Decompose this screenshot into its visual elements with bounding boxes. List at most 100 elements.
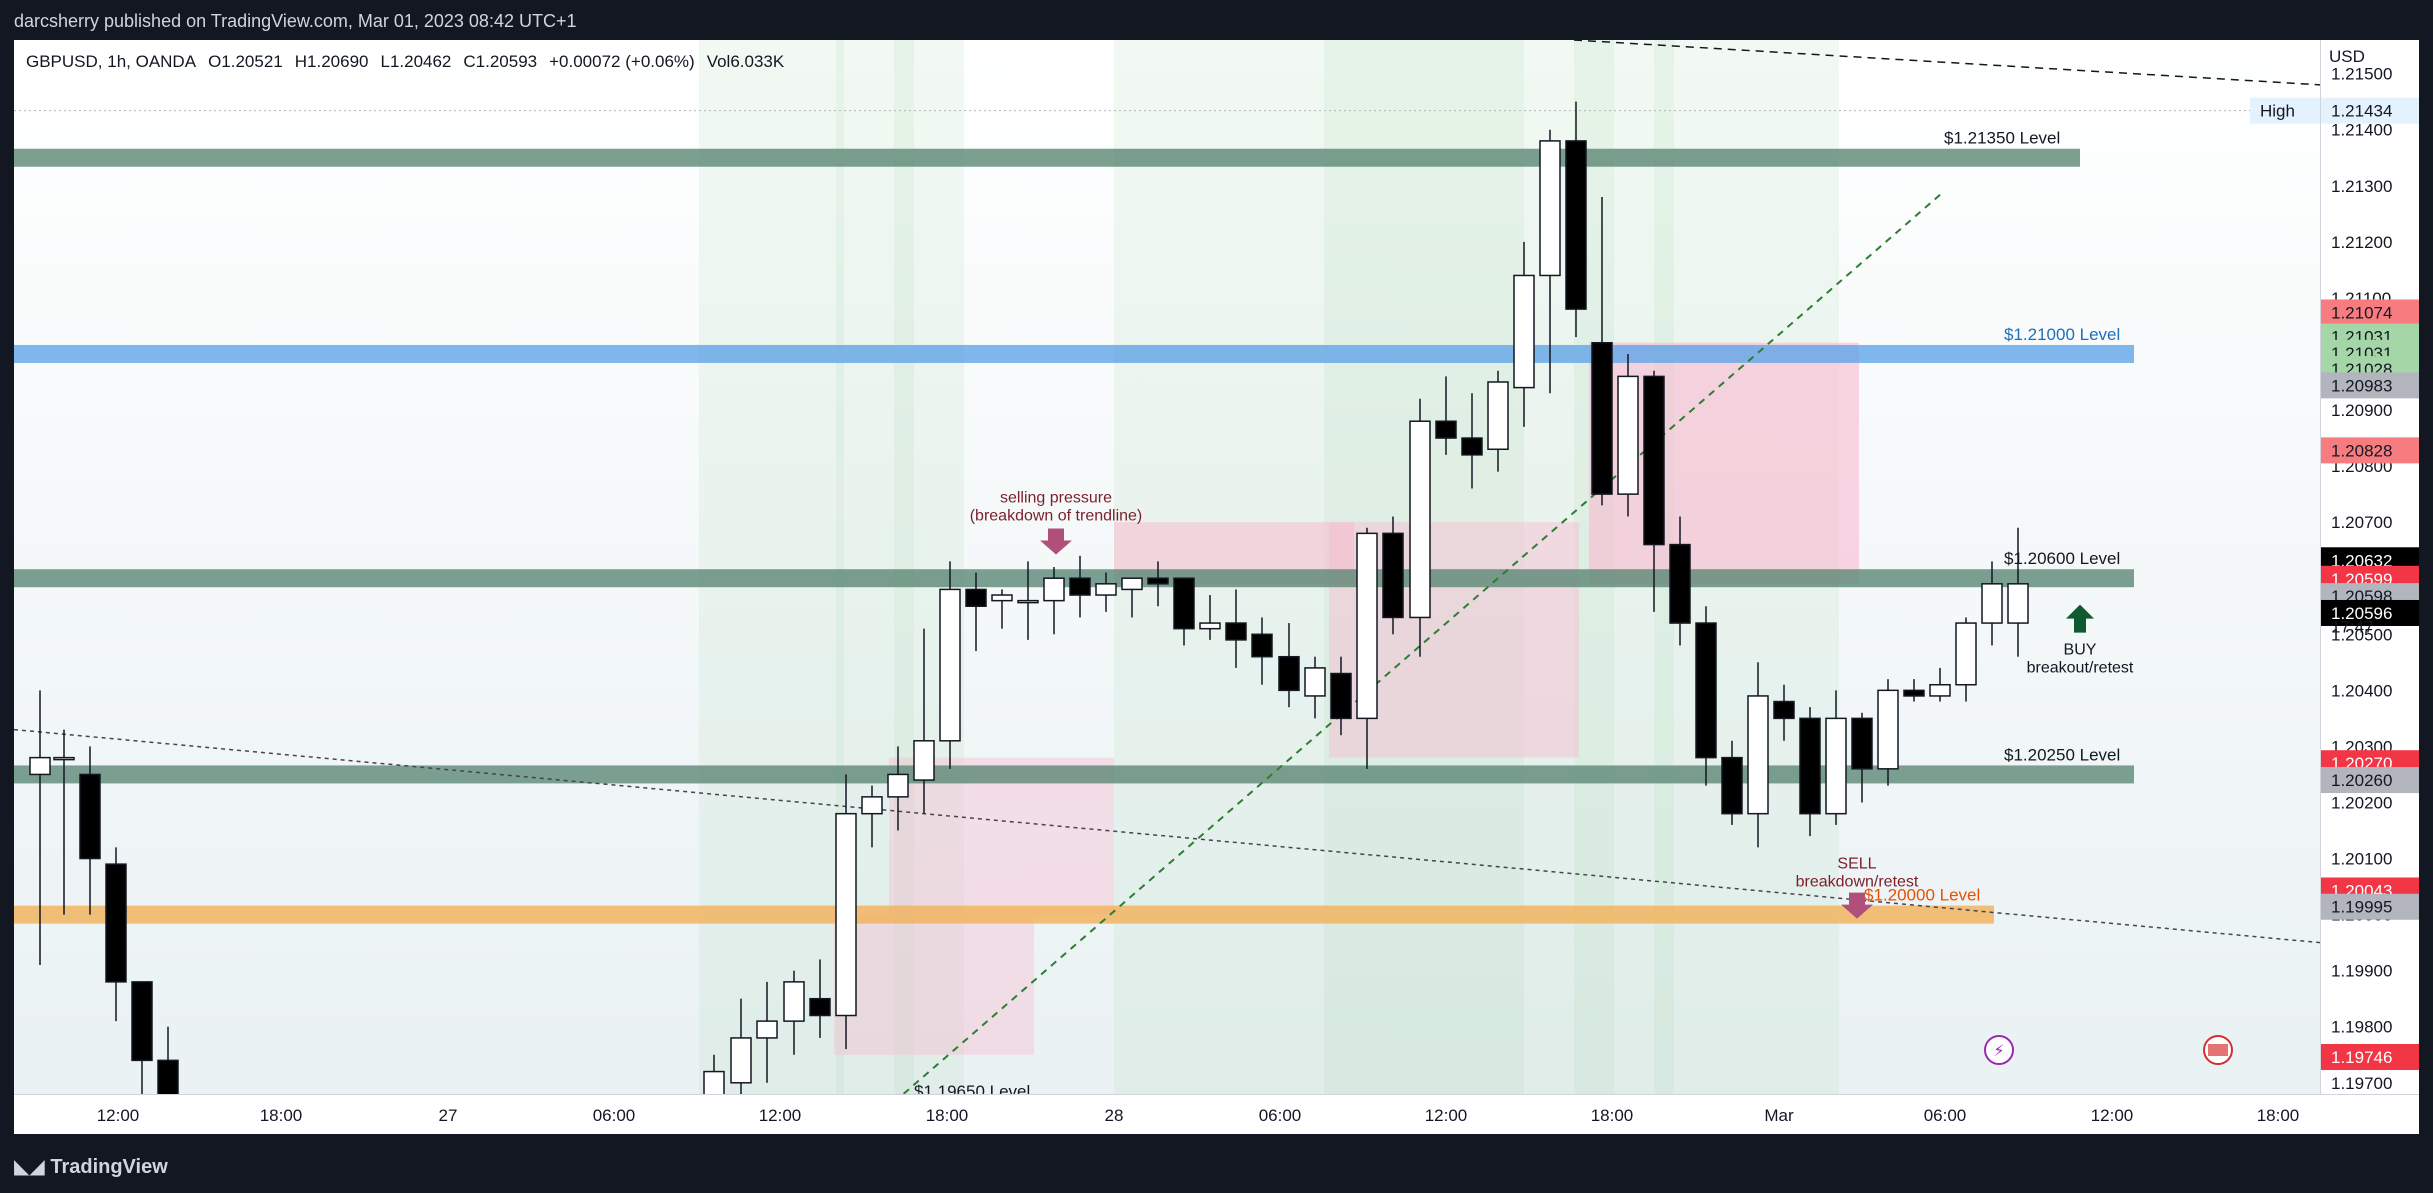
symbol-legend: GBPUSD, 1h, OANDA O1.20521 H1.20690 L1.2046… xyxy=(26,52,796,72)
price-badge-0: 1.21434 xyxy=(2331,102,2392,121)
candle-body-44 xyxy=(1695,622,1717,759)
candle-body-22 xyxy=(1121,577,1143,591)
candle-body-45 xyxy=(1721,756,1743,815)
candle-body-56 xyxy=(2007,583,2029,624)
time-tick-10: Mar xyxy=(1764,1106,1794,1125)
right-edge xyxy=(2419,40,2433,1134)
candle-body-35 xyxy=(1461,437,1483,456)
candle-body-42 xyxy=(1643,375,1665,546)
candle-body-27 xyxy=(1251,633,1273,658)
price-badge-10: 1.20596 xyxy=(2331,604,2392,623)
chart-area[interactable]: $1.21350 Level $1.21000 Level $1.20600 Lev… xyxy=(14,40,2320,1134)
price-tick-11: 1.20400 xyxy=(2331,681,2392,700)
footer-bar: ◣◢ TradingView xyxy=(0,1134,2433,1193)
candle-body-51 xyxy=(1877,689,1899,770)
flash-event-icon xyxy=(1984,1035,2014,1065)
buy-breakout-label: breakout/retest xyxy=(2027,660,2134,677)
time-tick-7: 06:00 xyxy=(1259,1106,1302,1125)
price-axis[interactable]: USD 1.21500 1.21400 1.21300 1.21200 1.21100 1.… xyxy=(2320,40,2420,1134)
candle-body-14 xyxy=(913,740,935,781)
descending-trendline xyxy=(14,728,2320,944)
candle-body-32 xyxy=(1382,532,1404,619)
price-axis-svg[interactable]: USD1.215001.214001.213001.212001.211001.… xyxy=(2321,40,2420,1134)
candle-body-21 xyxy=(1095,583,1117,596)
candle-body-17 xyxy=(991,594,1013,602)
time-axis-svg[interactable]: 12:00 18:00 27 06:00 12:00 18:00 28 06:00 12:00 1… xyxy=(14,1095,2320,1135)
tradingview-logo[interactable]: ◣◢ TradingView xyxy=(14,1154,168,1179)
short-position-zone-4 xyxy=(889,757,1114,915)
candle-body-28 xyxy=(1278,655,1300,692)
time-tick-13: 18:00 xyxy=(2257,1106,2300,1125)
price-tick-6: 1.20900 xyxy=(2331,401,2392,420)
time-tick-8: 12:00 xyxy=(1425,1106,1468,1125)
price-tick-13: 1.20200 xyxy=(2331,793,2392,812)
candle-body-24 xyxy=(1173,577,1195,630)
candle-body-36 xyxy=(1487,381,1509,451)
level-label-3: $1.20250 Level xyxy=(2004,745,2120,764)
candle-body-39 xyxy=(1565,140,1587,310)
time-tick-2: 27 xyxy=(439,1106,458,1125)
us-flag-stripes xyxy=(2208,1044,2228,1056)
currency-label: USD xyxy=(2329,47,2365,66)
upper-trendline xyxy=(1573,40,2320,86)
candle-body-10 xyxy=(809,997,831,1017)
price-badge-bg-6 xyxy=(2321,437,2420,464)
price-tick-16: 1.19900 xyxy=(2331,962,2392,981)
publish-header: darcsherry published on TradingView.com,… xyxy=(0,0,2433,40)
price-badge-bg-15 xyxy=(2321,1043,2420,1070)
candle-body-38 xyxy=(1539,140,1561,277)
legend-volume: Vol6.033K xyxy=(706,52,785,71)
time-axis[interactable]: 12:00 18:00 27 06:00 12:00 18:00 28 06:00 12:00 1… xyxy=(14,1094,2420,1135)
price-tick-17: 1.19800 xyxy=(2331,1018,2392,1037)
candlestick-chart[interactable]: $1.21350 Level $1.21000 Level $1.20600 Lev… xyxy=(14,40,2320,1134)
legend-open: O1.20521 xyxy=(208,52,283,71)
price-badge-bg-0 xyxy=(2321,97,2420,124)
candle-body-33 xyxy=(1409,420,1431,619)
legend-symbol: GBPUSD, 1h, OANDA xyxy=(26,52,197,71)
time-tick-6: 28 xyxy=(1105,1106,1124,1125)
candle-body-0 xyxy=(29,756,51,776)
candle-body-23 xyxy=(1147,577,1169,585)
candle-body-54 xyxy=(1955,622,1977,686)
level-label-0: $1.21350 Level xyxy=(1944,129,2060,148)
candle-body-53 xyxy=(1929,683,1951,697)
time-tick-11: 06:00 xyxy=(1924,1106,1967,1125)
candle-body-2 xyxy=(79,773,101,860)
time-tick-9: 18:00 xyxy=(1591,1106,1634,1125)
price-badge-6: 1.20828 xyxy=(2331,441,2392,460)
candle-body-46 xyxy=(1747,695,1769,815)
price-badge-14: 1.19995 xyxy=(2331,898,2392,917)
time-tick-12: 12:00 xyxy=(2091,1106,2134,1125)
candle-body-26 xyxy=(1225,622,1247,641)
candle-body-55 xyxy=(1981,583,2003,624)
candle-body-34 xyxy=(1435,420,1457,439)
candle-body-8 xyxy=(756,1020,778,1039)
time-tick-0: 12:00 xyxy=(97,1106,140,1125)
brand-text: TradingView xyxy=(50,1156,168,1178)
trendline-breakdown-label: (breakdown of trendline) xyxy=(970,508,1143,525)
candle-body-37 xyxy=(1513,274,1535,389)
price-tick-3: 1.21200 xyxy=(2331,233,2392,252)
countdown-timer: 17:47 xyxy=(2331,617,2374,636)
level-label-1: $1.21000 Level xyxy=(2004,325,2120,344)
price-badge-12: 1.20260 xyxy=(2331,771,2392,790)
level-band-1 xyxy=(14,344,2134,363)
candle-body-30 xyxy=(1330,672,1352,720)
selling-pressure-label: selling pressure xyxy=(1000,490,1112,507)
publish-info: darcsherry published on TradingView.com,… xyxy=(14,11,577,31)
candle-body-7 xyxy=(730,1037,752,1084)
price-tick-1: 1.21400 xyxy=(2331,121,2392,140)
level-band-0 xyxy=(14,148,2080,167)
candle-body-47 xyxy=(1773,700,1795,720)
short-position-zone-5 xyxy=(834,914,1034,1055)
legend-high: H1.20690 xyxy=(294,52,369,71)
candle-body-4 xyxy=(131,981,153,1062)
flash-glyph: ⚡ xyxy=(1993,1043,2004,1060)
price-badge-15: 1.19746 xyxy=(2331,1048,2392,1067)
price-badge-bg-5 xyxy=(2321,372,2420,399)
candle-body-41 xyxy=(1617,375,1639,495)
candle-body-3 xyxy=(105,863,127,983)
candle-body-25 xyxy=(1199,622,1221,630)
candle-body-13 xyxy=(887,773,909,798)
sell-label: SELL xyxy=(1837,856,1876,873)
